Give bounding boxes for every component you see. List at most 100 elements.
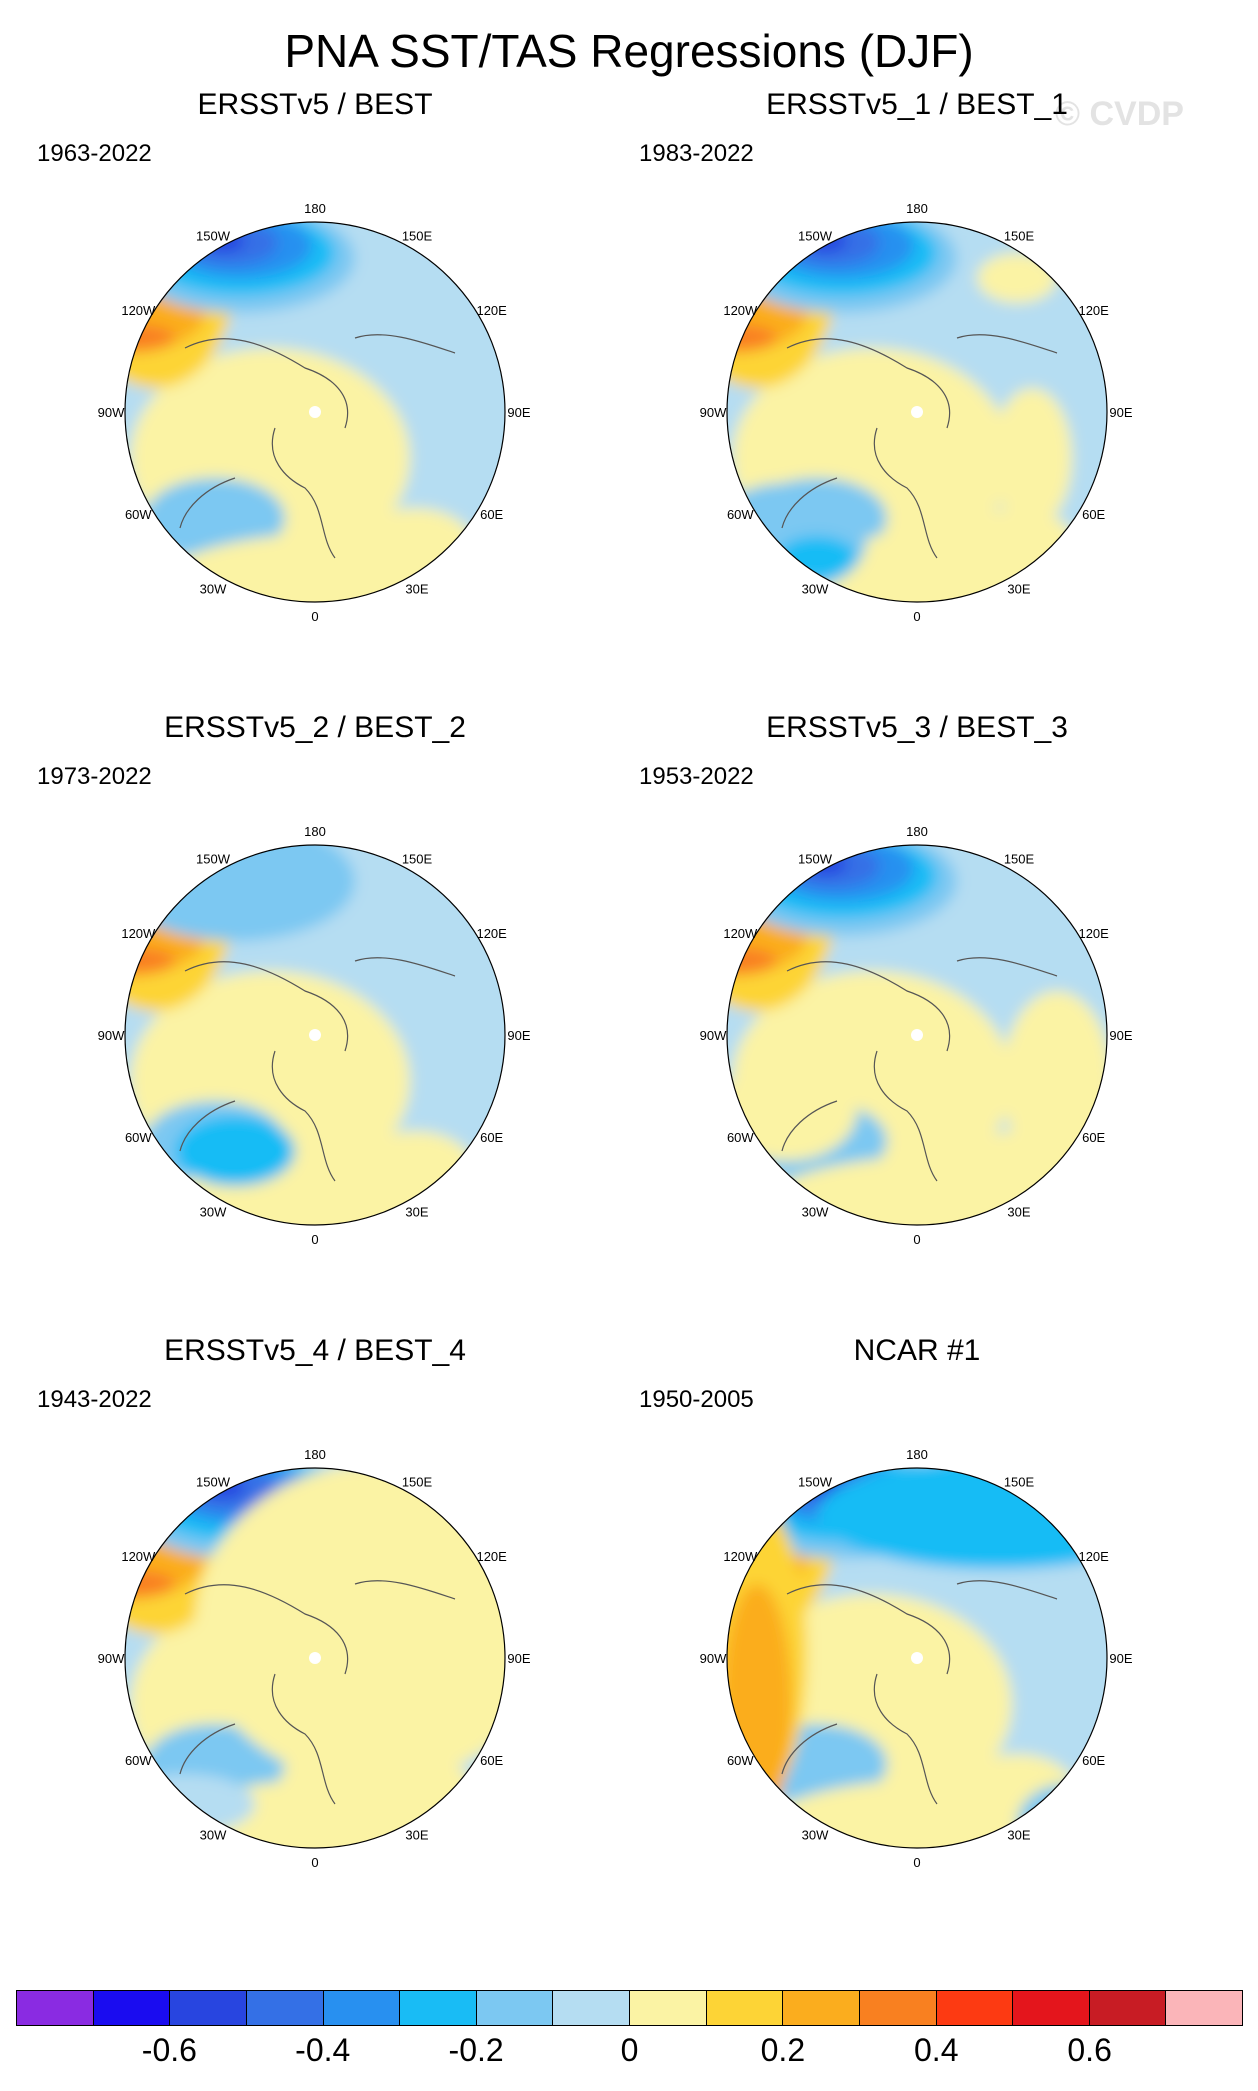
longitude-label: 120W <box>121 1549 156 1564</box>
polar-map: 180 150E 120E 90E 60E 30E 0 30W 60W 90W 120W 150W <box>700 1447 1133 1870</box>
longitude-label: 120W <box>121 303 156 318</box>
longitude-label: 90W <box>98 405 125 420</box>
colorbar-box <box>1166 1991 1242 2025</box>
longitude-label: 60W <box>727 507 754 522</box>
panel-title: ERSSTv5_2 / BEST_2 <box>164 711 466 744</box>
anomaly-region <box>817 1468 1107 1569</box>
polar-map: 180 150E 120E 90E 60E 30E 0 30W 60W 90W 120W 150W <box>98 1447 531 1870</box>
longitude-label: 150E <box>402 851 433 866</box>
longitude-label: 150W <box>798 851 833 866</box>
colorbar-box <box>630 1991 707 2025</box>
anomaly-region <box>727 1061 857 1161</box>
longitude-label: 30W <box>200 582 227 597</box>
longitude-label: 90W <box>98 1028 125 1043</box>
longitude-label: 60W <box>125 1753 152 1768</box>
longitude-label: 120W <box>723 303 758 318</box>
panel-4: ERSSTv5_3 / BEST_3 1953-2022 180 150E 120E… <box>637 711 1197 1311</box>
longitude-label: 120E <box>1078 303 1109 318</box>
longitude-label: 120E <box>476 303 507 318</box>
longitude-label: 90E <box>507 1028 530 1043</box>
panel-title: NCAR #1 <box>853 1334 981 1367</box>
longitude-label: 0 <box>311 1232 318 1247</box>
longitude-label: 60W <box>125 507 152 522</box>
longitude-label: 150E <box>402 1474 433 1489</box>
panel-period: 1953-2022 <box>639 763 754 790</box>
longitude-label: 180 <box>304 201 326 216</box>
panel-2: ERSSTv5_1 / BEST_1 1983-2022 180 150E 120E… <box>637 88 1197 688</box>
panel-3: ERSSTv5_2 / BEST_2 1973-2022 180 150E 120E… <box>35 711 595 1311</box>
colorbar <box>16 1990 1243 2026</box>
anomaly-region <box>957 1754 1077 1834</box>
colorbar-box <box>400 1991 477 2025</box>
longitude-label: 150W <box>196 228 231 243</box>
longitude-label: 150E <box>1004 1474 1035 1489</box>
anomaly-region <box>125 1570 175 1598</box>
longitude-label: 180 <box>906 201 928 216</box>
anomaly-region <box>977 253 1057 303</box>
colorbar-box <box>93 1991 171 2025</box>
longitude-label: 90E <box>1109 1028 1132 1043</box>
longitude-label: 0 <box>913 609 920 624</box>
colorbar-box <box>859 1991 937 2025</box>
panel-1: ERSSTv5 / BEST 1963-2022 180 150E 120E 90E 6… <box>35 88 595 688</box>
figure-title: PNA SST/TAS Regressions (DJF) <box>284 25 974 77</box>
colorbar-tick-label: 0 <box>620 2032 639 2068</box>
coastlines <box>179 334 456 559</box>
cvdp-watermark: © CVDP <box>1055 95 1184 133</box>
anomaly-region <box>175 1116 295 1186</box>
longitude-label: 30E <box>1007 582 1030 597</box>
longitude-label: 60E <box>480 1753 503 1768</box>
longitude-label: 120E <box>1078 926 1109 941</box>
colorbar-tick-label: 0.6 <box>1067 2032 1112 2068</box>
anomaly-region <box>727 483 867 593</box>
anomaly-region <box>125 324 175 352</box>
panel-period: 1950-2005 <box>639 1386 754 1413</box>
longitude-label: 180 <box>304 1447 326 1462</box>
longitude-label: 60E <box>1082 1753 1105 1768</box>
anomaly-region <box>727 324 777 352</box>
map-boundary <box>726 844 1108 1226</box>
longitude-label: 120E <box>476 926 507 941</box>
colorbar-box <box>1089 1991 1167 2025</box>
anomaly-region <box>125 845 355 941</box>
longitude-label: 30E <box>405 1205 428 1220</box>
longitude-label: 120W <box>723 926 758 941</box>
longitude-label: 90E <box>1109 405 1132 420</box>
coastlines <box>781 957 1058 1182</box>
longitude-label: 60E <box>1082 507 1105 522</box>
anomaly-region <box>125 947 175 975</box>
colorbar-box <box>936 1991 1014 2025</box>
longitude-label: 150W <box>798 228 833 243</box>
panel-period: 1983-2022 <box>639 140 754 167</box>
longitude-label: 120E <box>476 1549 507 1564</box>
panel-period: 1963-2022 <box>37 140 152 167</box>
longitude-label: 30W <box>802 1205 829 1220</box>
longitude-label: 150W <box>196 851 231 866</box>
longitude-label: 60W <box>727 1753 754 1768</box>
longitude-label: 0 <box>913 1232 920 1247</box>
longitude-label: 90W <box>98 1651 125 1666</box>
colorbar-tick-label: 0.4 <box>914 2032 959 2068</box>
anomaly-region <box>727 947 777 975</box>
panel-title: ERSSTv5 / BEST <box>197 88 433 121</box>
longitude-label: 180 <box>906 1447 928 1462</box>
longitude-label: 150E <box>1004 851 1035 866</box>
longitude-label: 120W <box>121 926 156 941</box>
longitude-label: 60W <box>125 1130 152 1145</box>
colorbar-box <box>17 1991 94 2025</box>
coastlines <box>781 1580 1058 1805</box>
longitude-label: 150W <box>798 1474 833 1489</box>
panel-title: ERSSTv5_3 / BEST_3 <box>766 711 1068 744</box>
longitude-label: 0 <box>311 609 318 624</box>
colorbar-box <box>706 1991 784 2025</box>
longitude-label: 0 <box>311 1855 318 1870</box>
coastlines <box>179 957 456 1182</box>
map-boundary <box>124 844 506 1226</box>
longitude-label: 0 <box>913 1855 920 1870</box>
polar-map: 180 150E 120E 90E 60E 30E 0 30W 60W 90W 120W 150W <box>98 824 531 1247</box>
colorbar-box <box>170 1991 247 2025</box>
polar-map: 180 150E 120E 90E 60E 30E 0 30W 60W 90W 120W 150W <box>700 824 1133 1247</box>
colorbar-box <box>553 1991 630 2025</box>
anomaly-region <box>355 508 475 588</box>
longitude-label: 90E <box>507 1651 530 1666</box>
